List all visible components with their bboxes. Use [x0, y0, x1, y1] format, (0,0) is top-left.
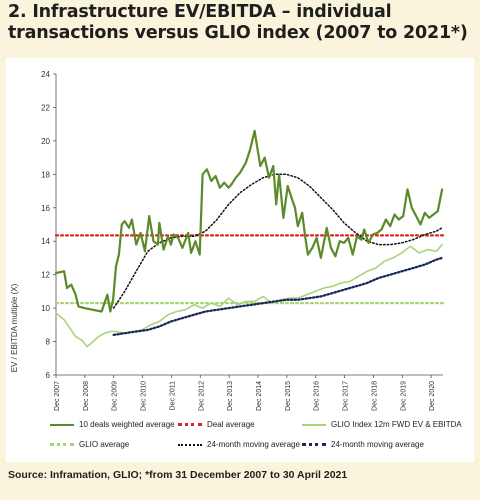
x-tick-label: Dec 2012 [198, 381, 205, 411]
y-tick-label: 18 [41, 170, 50, 179]
x-tick-label: Dec 2009 [112, 381, 119, 411]
y-tick-label: 6 [46, 371, 51, 380]
chart-title: 2. Infrastructure EV/EBITDA – individual… [8, 2, 476, 44]
legend-label-deal-average: Deal average [207, 420, 255, 429]
legend-item-deals: 10 deals weighted average [50, 420, 175, 429]
chart-panel: 6 8 10 12 14 16 18 20 22 24 Dec 2007 Dec 2008 Dec 20… [6, 58, 474, 462]
legend-swatch-glio-average [50, 443, 74, 446]
y-tick-label: 16 [41, 204, 50, 213]
chart-title-line-1: 2. Infrastructure EV/EBITDA – individual [8, 2, 392, 22]
legend-item-glio-average: GLIO average [50, 440, 129, 449]
legend-swatch-deal-average [178, 423, 202, 426]
x-tick-label: Dec 2010 [141, 381, 148, 411]
x-tick-label: Dec 2020 [429, 381, 436, 411]
y-tick-label: 20 [41, 137, 50, 146]
legend-label-glio: GLIO Index 12m FWD EV & EBITDA [331, 420, 462, 429]
x-tick-label: Dec 2008 [83, 381, 90, 411]
series-glio-moving-average [112, 256, 444, 337]
y-tick-label: 24 [41, 70, 50, 79]
series-glio-index [55, 243, 443, 348]
legend-item-ma-glio: 24-month moving average [302, 440, 424, 449]
legend-item-glio: GLIO Index 12m FWD EV & EBITDA [302, 420, 462, 429]
legend-label-ma-deals: 24-month moving average [207, 440, 300, 449]
x-tick-label: Dec 2017 [343, 381, 350, 411]
y-tick-label: 10 [41, 304, 50, 313]
series-deals-weighted-average [54, 129, 444, 313]
legend: 10 deals weighted average Deal average G… [6, 416, 474, 462]
chart-title-line-2: transactions versus GLIO index (2007 to … [8, 23, 468, 43]
x-tick-label: Dec 2015 [285, 381, 292, 411]
x-tick-label: Dec 2016 [314, 381, 321, 411]
x-tick-label: Dec 2011 [169, 381, 176, 411]
legend-swatch-deals [50, 423, 74, 426]
x-tick-label: Dec 2014 [256, 381, 263, 411]
legend-item-ma-deals: 24-month moving average [178, 440, 300, 449]
x-tick-label: Dec 2007 [54, 381, 61, 411]
legend-swatch-ma-deals [178, 443, 202, 446]
legend-label-ma-glio: 24-month moving average [331, 440, 424, 449]
x-tick-label: Dec 2013 [227, 381, 234, 411]
y-tick-label: 14 [41, 237, 50, 246]
x-tick-label: Dec 2018 [371, 381, 378, 411]
source-note: Source: Inframation, GLIO; *from 31 Dece… [8, 469, 348, 481]
legend-item-deal-average: Deal average [178, 420, 255, 429]
x-tick-label: Dec 2019 [400, 381, 407, 411]
legend-swatch-ma-glio [302, 443, 326, 446]
y-axis-label: EV / EBITDA multiple (X) [10, 283, 19, 373]
legend-label-deals: 10 deals weighted average [79, 420, 175, 429]
y-tick-label: 22 [41, 103, 50, 112]
y-tick-label: 8 [46, 338, 51, 347]
y-tick-label: 12 [41, 271, 50, 280]
line-chart: 6 8 10 12 14 16 18 20 22 24 Dec 2007 Dec 2008 Dec 20… [41, 70, 445, 411]
legend-swatch-glio [302, 423, 326, 426]
legend-label-glio-average: GLIO average [79, 440, 130, 449]
